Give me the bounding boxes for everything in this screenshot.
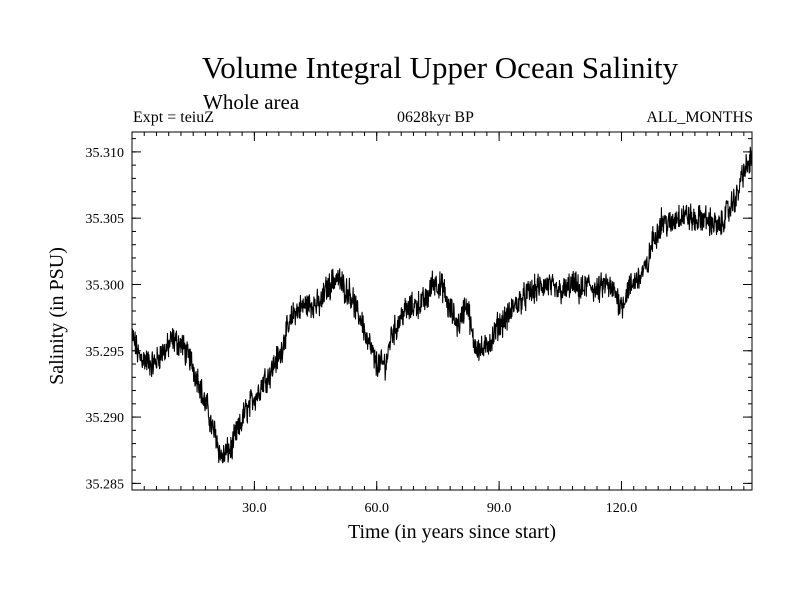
x-tick-label: 90.0 [487, 501, 512, 516]
experiment-label: Expt = teiuZ [133, 109, 215, 126]
months-label: ALL_MONTHS [646, 109, 753, 126]
major-ticks [132, 132, 752, 490]
salinity-series-line [131, 146, 753, 464]
chart-title: Volume Integral Upper Ocean Salinity [201, 50, 679, 85]
x-tick-label: 120.0 [606, 501, 638, 516]
y-tick-label: 35.305 [86, 212, 125, 227]
minor-ticks [132, 132, 752, 490]
y-axis-label: Salinity (in PSU) [46, 247, 68, 385]
plot-frame [131, 131, 753, 491]
y-tick-label: 35.310 [86, 146, 125, 161]
y-tick-label: 35.290 [86, 411, 125, 426]
tick-labels: 30.0 60.0 90.0 120.0 35.285 35.290 35.295 35.30… [86, 146, 638, 516]
x-tick-label: 60.0 [364, 501, 389, 516]
x-axis-label: Time (in years since start) [348, 521, 556, 543]
x-tick-label: 30.0 [242, 501, 267, 516]
period-label: 0628kyr BP [397, 109, 474, 126]
y-tick-label: 35.295 [86, 345, 125, 360]
y-tick-label: 35.285 [86, 477, 125, 492]
chart-subtitle: Whole area [203, 90, 300, 114]
y-tick-label: 35.300 [86, 278, 125, 293]
